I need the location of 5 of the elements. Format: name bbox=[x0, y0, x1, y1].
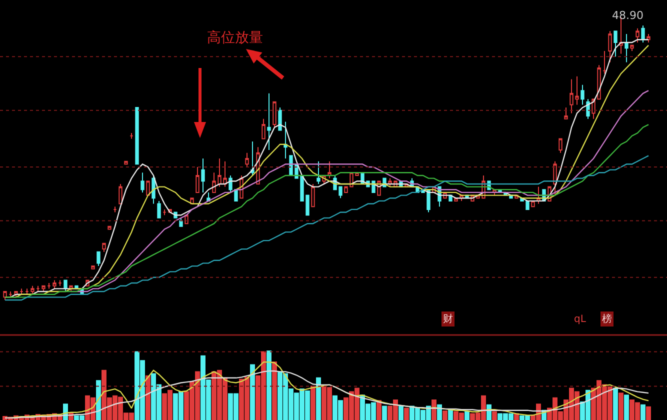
text: qL bbox=[574, 314, 586, 325]
annotation: 48.90 bbox=[612, 9, 644, 22]
text: 榜 bbox=[602, 313, 612, 325]
text: 财 bbox=[443, 313, 453, 325]
annotation: 高位放量 bbox=[207, 30, 263, 46]
